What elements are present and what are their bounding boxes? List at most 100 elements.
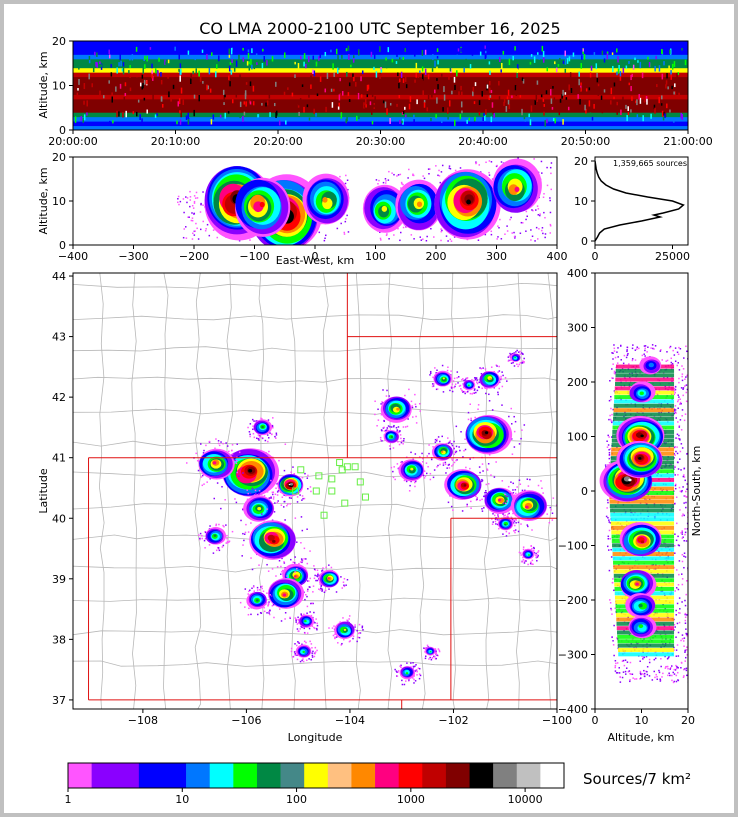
altitude-eastwest-scatter: [379, 237, 382, 240]
altitude-time-streak: [312, 55, 315, 60]
plan-view-scatter: [401, 679, 403, 682]
altitude-eastwest-scatter: [325, 234, 327, 237]
altitude-time-streak: [160, 96, 163, 102]
altitude-time-streak: [229, 62, 232, 65]
plan-view-scatter: [434, 656, 436, 658]
plan-view-scatter: [301, 561, 303, 564]
plan-view-scatter: [269, 432, 271, 434]
altitude-eastwest-scatter: [535, 226, 538, 229]
plan-view-scatter: [397, 441, 399, 443]
altitude-eastwest-scatter: [192, 207, 195, 209]
plan-view-scatter: [262, 590, 265, 592]
altitude-eastwest-scatter: [413, 238, 415, 240]
altitude-time-streak: [211, 102, 213, 109]
altitude-time-streak: [373, 66, 375, 70]
plan-view-scatter: [537, 484, 540, 487]
altitude-time-streak: [597, 91, 600, 96]
plan-view-scatter: [296, 623, 299, 625]
plan-view-scatter: [257, 493, 260, 495]
north-south-scatter: [627, 670, 630, 673]
north-south-scatter: [611, 581, 614, 584]
altitude-time-streak: [88, 57, 91, 64]
altitude-time-streak: [414, 79, 416, 83]
altitude-eastwest-scatter: [511, 232, 513, 234]
altitude-eastwest-scatter: [490, 230, 493, 233]
altitude-time-streak: [647, 56, 649, 60]
altitude-time-streak: [580, 85, 582, 91]
plan-view-scatter: [312, 585, 315, 587]
plan-view-scatter: [290, 471, 292, 474]
plan-view-scatter: [304, 472, 306, 475]
north-south-band: [610, 508, 675, 513]
plan-view-cell: [277, 473, 304, 497]
plan-view-scatter: [455, 450, 458, 453]
plan-view-scatter: [237, 475, 240, 477]
altitude-eastwest-scatter: [391, 172, 393, 174]
plan-view-scatter: [485, 492, 487, 494]
north-south-scatter: [665, 546, 667, 549]
north-south-scatter: [685, 501, 687, 504]
altitude-eastwest-xtick-label: 0: [312, 250, 319, 263]
altitude-time-band: [73, 112, 688, 118]
plan-view-scatter: [446, 467, 448, 469]
station-marker: [328, 487, 336, 495]
plan-view-scatter: [235, 460, 238, 462]
north-south-scatter: [677, 362, 679, 364]
plan-view-scatter: [286, 575, 288, 577]
north-south-scatter: [681, 553, 684, 556]
altitude-time-streak: [508, 103, 511, 110]
plan-view-scatter: [272, 417, 274, 419]
plan-view-scatter: [339, 621, 341, 623]
north-south-scatter: [673, 624, 676, 626]
plan-view-scatter: [491, 518, 493, 520]
north-south-scatter: [677, 437, 680, 440]
north-south-ytick-label: 0: [581, 485, 588, 498]
altitude-time-streak: [488, 96, 490, 100]
altitude-time-streak: [119, 83, 122, 89]
altitude-time-streak: [669, 48, 672, 55]
plan-view-scatter: [275, 479, 278, 482]
north-south-scatter: [683, 675, 685, 677]
north-south-band: [618, 647, 675, 652]
altitude-time-streak: [365, 104, 367, 108]
altitude-time-streak: [591, 116, 594, 121]
plan-view-scatter: [231, 449, 233, 452]
altitude-time-streak: [111, 92, 113, 97]
altitude-eastwest-scatter: [191, 204, 194, 207]
north-south-scatter: [676, 446, 678, 448]
altitude-time-streak: [627, 112, 630, 116]
plan-view-scatter: [431, 383, 434, 385]
altitude-eastwest-scatter: [177, 201, 179, 204]
altitude-time-streak: [384, 101, 387, 108]
plan-view-scatter: [408, 388, 410, 391]
plan-view-scatter: [247, 492, 249, 495]
altitude-time-streak: [388, 89, 390, 94]
altitude-time-streak: [146, 79, 148, 85]
altitude-time-streak: [405, 114, 407, 118]
plan-view-scatter: [522, 556, 524, 559]
altitude-time-streak: [631, 62, 633, 67]
altitude-time-streak: [661, 73, 664, 80]
altitude-time-streak: [580, 82, 582, 86]
plan-view-scatter: [432, 376, 434, 379]
altitude-time-streak: [224, 94, 226, 98]
plan-view-scatter: [474, 416, 476, 419]
altitude-eastwest-scatter: [216, 236, 219, 239]
north-south-scatter: [684, 604, 687, 607]
north-south-scatter: [681, 537, 684, 539]
north-south-scatter: [680, 443, 683, 445]
plan-view-scatter: [424, 475, 427, 477]
plan-view-scatter: [423, 470, 426, 472]
plan-view-scatter: [399, 665, 401, 667]
plan-view-scatter: [310, 643, 313, 645]
plan-view-scatter: [203, 539, 206, 542]
altitude-eastwest-scatter: [204, 229, 207, 232]
plan-view-cell-level: [248, 469, 253, 473]
north-south-scatter: [685, 633, 688, 636]
altitude-time-streak: [493, 63, 495, 67]
plan-view-scatter: [390, 426, 393, 428]
plan-view-scatter: [397, 431, 400, 434]
north-south-cell-level: [648, 362, 655, 368]
plan-view-scatter: [518, 479, 521, 481]
plan-view-scatter: [318, 574, 321, 577]
